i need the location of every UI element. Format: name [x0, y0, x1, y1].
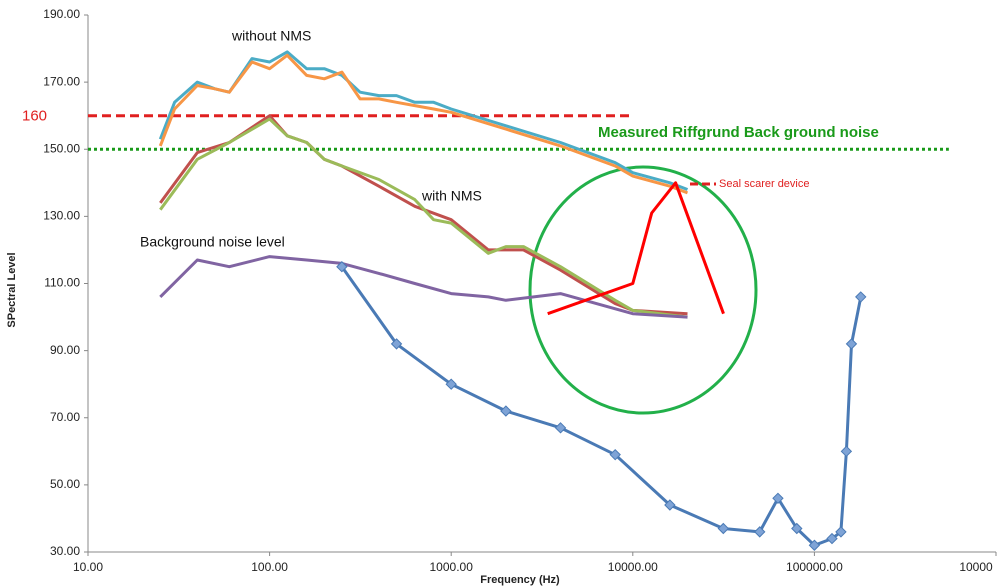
x-tick-label: 100000.00: [786, 560, 843, 574]
y-tick-label: 110.00: [44, 276, 80, 290]
data-point: [554, 422, 567, 434]
data-point: [390, 338, 403, 350]
data-point: [336, 261, 348, 273]
y-tick-label: 70.00: [50, 410, 80, 424]
data-point: [754, 526, 766, 538]
y-tick-label: 130.00: [43, 209, 80, 223]
series-line: [547, 181, 725, 316]
series-line: [159, 117, 688, 319]
data-point: [772, 492, 784, 505]
x-tick-label: 1000.00: [430, 560, 474, 574]
data-point: [845, 338, 858, 350]
data-point: [808, 539, 821, 551]
y-tick-label: 50.00: [50, 477, 80, 491]
data-point: [826, 532, 838, 545]
series-line: [340, 265, 863, 547]
y-tick-label: 190.00: [43, 7, 80, 21]
x-tick-label: 10000: [959, 560, 993, 574]
reference-label: 160: [22, 108, 47, 125]
data-point: [664, 499, 676, 511]
data-point: [500, 405, 512, 417]
data-point: [840, 445, 853, 458]
data-point: [609, 448, 621, 461]
data-point: [855, 291, 867, 303]
annotation: Background noise level: [140, 234, 285, 250]
data-point: [835, 526, 847, 538]
x-tick-label: 100.00: [251, 560, 288, 574]
x-axis-label: Frequency (Hz): [480, 574, 560, 586]
y-tick-label: 30.00: [50, 544, 80, 558]
series-line: [159, 255, 688, 319]
data-point: [445, 378, 457, 390]
x-tick-label: 10000.00: [608, 560, 658, 574]
x-tick-label: 10.00: [73, 560, 103, 574]
data-point: [791, 522, 803, 535]
annotation: Seal scarer device: [719, 178, 810, 190]
series-line: [159, 114, 688, 316]
y-tick-label: 90.00: [50, 343, 80, 357]
reference-label: Measured Riffgrund Back ground noise: [598, 124, 879, 141]
annotation: without NMS: [231, 28, 311, 44]
y-axis-label: SPectral Level: [6, 252, 18, 327]
y-tick-label: 170.00: [43, 74, 80, 88]
y-tick-label: 150.00: [43, 141, 80, 155]
data-point: [717, 522, 730, 535]
series-line: [158, 53, 689, 195]
highlight-circle: [528, 165, 758, 415]
annotation: with NMS: [421, 188, 482, 204]
series-line: [158, 50, 689, 191]
